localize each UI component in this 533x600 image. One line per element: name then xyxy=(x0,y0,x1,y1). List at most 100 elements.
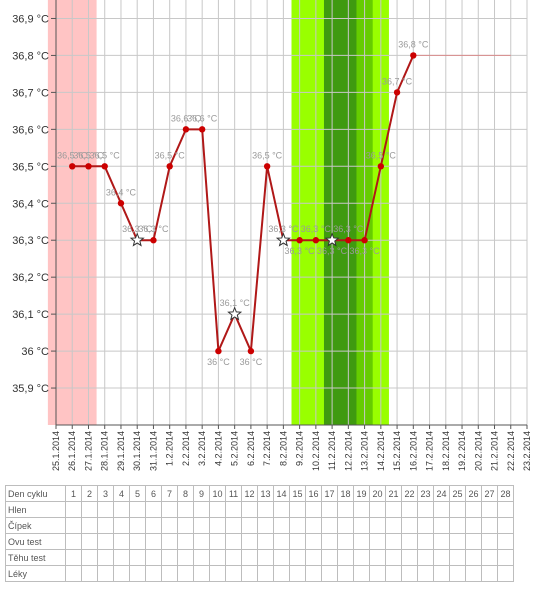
data-label: 36,3 °C xyxy=(268,224,299,234)
cycle-day-number: 20 xyxy=(369,485,386,502)
data-label: 36,5 °C xyxy=(57,150,88,160)
x-tick-label: 29.1.2014 xyxy=(116,431,126,471)
table-cell xyxy=(97,533,114,550)
table-cell xyxy=(145,517,162,534)
x-tick-label: 21.2.2014 xyxy=(490,431,500,471)
star-marker xyxy=(324,232,340,247)
data-label: 36,6 °C xyxy=(171,113,202,123)
table-cell xyxy=(353,533,370,550)
table-cell xyxy=(225,533,242,550)
table-cell xyxy=(369,533,386,550)
y-tick-label: 36,4 °C xyxy=(12,198,49,210)
table-cell xyxy=(481,517,498,534)
table-cell xyxy=(113,533,130,550)
table-cell xyxy=(113,565,130,582)
table-cell xyxy=(497,549,514,566)
table-cell xyxy=(129,565,146,582)
table-cell xyxy=(321,549,338,566)
table-cell xyxy=(225,565,242,582)
table-cell xyxy=(401,549,418,566)
data-label: 36,5 °C xyxy=(252,150,283,160)
table-cell xyxy=(177,565,194,582)
cycle-day-number: 5 xyxy=(129,485,146,502)
cycle-day-number: 24 xyxy=(433,485,450,502)
table-cell xyxy=(337,549,354,566)
table-cell xyxy=(433,533,450,550)
data-point xyxy=(296,237,303,244)
data-label: 36,3 °C xyxy=(317,246,348,256)
data-point xyxy=(312,237,320,244)
x-tick-label: 30.1.2014 xyxy=(132,431,142,471)
table-cell xyxy=(289,565,306,582)
table-cell xyxy=(177,549,194,566)
x-tick-label: 4.2.2014 xyxy=(213,431,223,466)
table-cell xyxy=(97,501,114,518)
y-tick-label: 36,6 °C xyxy=(12,124,49,136)
table-cell xyxy=(193,501,210,518)
table-cell xyxy=(241,549,258,566)
table-cell xyxy=(257,565,274,582)
y-tick-label: 36,3 °C xyxy=(12,235,49,247)
x-tick-label: 28.1.2014 xyxy=(100,431,110,471)
table-cell xyxy=(129,549,146,566)
data-label: 36,8 °C xyxy=(398,39,429,49)
table-cell xyxy=(497,533,514,550)
row-label: Ovu test xyxy=(5,533,66,550)
table-cell xyxy=(97,565,114,582)
table-cell xyxy=(289,533,306,550)
data-label: 36,5 °C xyxy=(366,150,397,160)
data-point xyxy=(101,163,108,170)
table-cell xyxy=(161,565,178,582)
table-cell xyxy=(209,533,226,550)
table-cell xyxy=(225,549,242,566)
table-cell xyxy=(449,501,466,518)
table-cell xyxy=(289,517,306,534)
x-tick-label: 25.1.2014 xyxy=(51,431,61,471)
table-cell xyxy=(353,501,370,518)
table-row: Ovu test xyxy=(5,533,514,550)
table-cell xyxy=(385,533,402,550)
table-cell xyxy=(385,565,402,582)
x-tick-label: 27.1.2014 xyxy=(83,431,93,471)
y-axis-ticks: 35,9 °C 36 °C 36,1 °C 36,2 °C 36,3 °C 36,4 °C… xyxy=(12,13,56,395)
table-cell xyxy=(337,517,354,534)
table-cell xyxy=(161,517,178,534)
table-cell xyxy=(177,533,194,550)
data-point xyxy=(150,237,157,244)
table-cell xyxy=(193,533,210,550)
table-cell xyxy=(465,549,482,566)
table-cell xyxy=(65,565,82,582)
x-tick-label: 8.2.2014 xyxy=(278,431,288,466)
table-cell xyxy=(257,533,274,550)
table-cell xyxy=(129,517,146,534)
x-tick-label: 3.2.2014 xyxy=(197,431,207,466)
x-tick-label: 12.2.2014 xyxy=(343,431,353,471)
data-label: 36 °C xyxy=(240,357,263,367)
table-cell xyxy=(465,533,482,550)
star-marker xyxy=(275,232,291,247)
table-cell xyxy=(369,565,386,582)
table-cell xyxy=(65,533,82,550)
data-point xyxy=(247,347,255,355)
x-tick-label: 26.1.2014 xyxy=(67,431,77,471)
table-cell xyxy=(321,517,338,534)
cycle-day-number: 27 xyxy=(481,485,498,502)
table-cell xyxy=(481,533,498,550)
table-cell xyxy=(289,549,306,566)
table-cell xyxy=(145,549,162,566)
cycle-day-number: 14 xyxy=(273,485,290,502)
x-tick-label: 22.2.2014 xyxy=(506,431,516,471)
table-cell xyxy=(401,565,418,582)
y-tick-label: 36,7 °C xyxy=(12,87,49,99)
cycle-day-number: 25 xyxy=(449,485,466,502)
data-label: 36,7 °C xyxy=(382,76,413,86)
x-tick-label: 20.2.2014 xyxy=(473,431,483,471)
table-cell xyxy=(273,517,290,534)
x-tick-label: 5.2.2014 xyxy=(230,431,240,466)
data-label: 36,6 °C xyxy=(187,113,218,123)
cycle-day-number: 11 xyxy=(225,485,242,502)
data-label: 36,5 °C xyxy=(73,150,104,160)
data-point xyxy=(345,237,352,244)
table-cell xyxy=(401,533,418,550)
table-cell xyxy=(353,517,370,534)
